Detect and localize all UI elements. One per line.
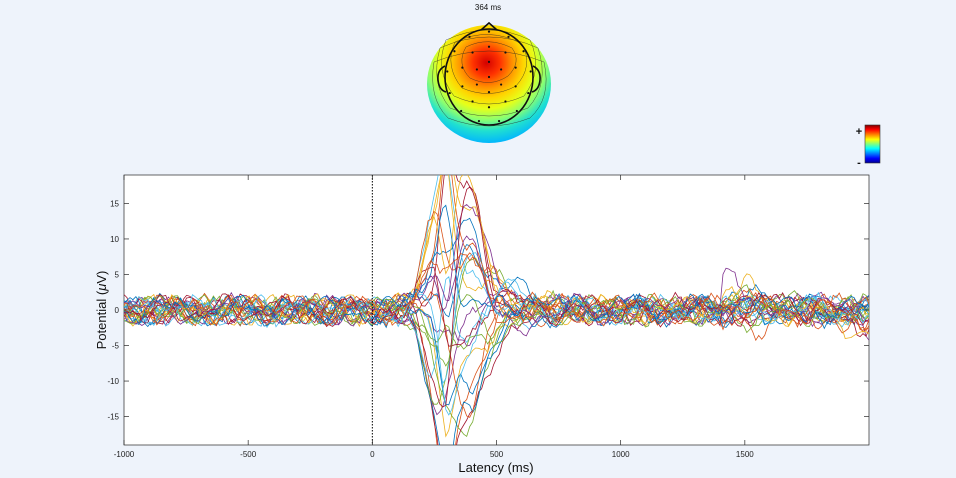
electrode-markers: [446, 30, 532, 123]
colorbar: + -: [856, 124, 881, 169]
channel-traces: [124, 175, 869, 445]
electrode-marker: [448, 91, 451, 95]
axis-ticks: -1000 -500 0 500 1000 1500 -15 -10 -5 0 5 10 15: [107, 175, 869, 459]
electrode-marker: [461, 66, 464, 69]
channel-trace: [124, 235, 869, 337]
electrode-marker: [515, 109, 518, 113]
colorbar-gradient: [864, 124, 881, 164]
electrode-marker: [475, 83, 478, 86]
channel-trace: [124, 293, 869, 406]
channel-trace: [124, 204, 869, 325]
electrode-marker: [507, 35, 510, 38]
electrode-marker: [500, 83, 503, 86]
channel-trace: [124, 217, 869, 329]
electrode-marker: [477, 119, 481, 123]
electrode-marker: [527, 91, 530, 95]
electrode-marker: [475, 68, 478, 71]
channel-trace: [124, 186, 869, 408]
x-tick-label: 1000: [612, 450, 630, 459]
electrode-marker: [487, 91, 491, 94]
channel-trace: [124, 252, 869, 331]
electrode-marker: [471, 51, 474, 54]
electrode-marker: [461, 85, 464, 88]
electrode-marker: [529, 70, 532, 73]
electrode-marker: [460, 109, 463, 113]
electrode-marker: [453, 50, 456, 53]
electrode-marker: [487, 30, 491, 33]
y-tick-label: -15: [107, 413, 119, 422]
channel-trace: [124, 252, 869, 385]
electrode-marker: [487, 60, 491, 63]
electrode-marker: [514, 66, 517, 69]
y-tick-label: 10: [110, 235, 119, 244]
electrode-marker: [514, 85, 517, 88]
electrode-marker: [504, 100, 507, 103]
electrode-marker: [468, 35, 471, 38]
x-tick-label: 1500: [736, 450, 754, 459]
y-tick-label: -5: [112, 342, 120, 351]
channel-trace: [124, 281, 869, 416]
channel-trace: [124, 175, 869, 327]
electrode-marker: [487, 45, 491, 48]
erp-butterfly-plot: -1000 -500 0 500 1000 1500 -15 -10 -5 0 5 10 15 Late…: [94, 174, 870, 475]
electrode-marker: [504, 51, 507, 54]
x-tick-label: -500: [240, 450, 257, 459]
electrode-marker: [471, 100, 474, 103]
y-tick-label: 5: [115, 270, 120, 279]
colorbar-min-label: -: [857, 157, 861, 169]
channel-trace: [124, 292, 869, 416]
scalp-topography-map: 364 ms: [427, 3, 551, 143]
y-tick-label: 15: [110, 199, 119, 208]
electrode-marker: [446, 70, 449, 73]
x-tick-label: -1000: [114, 450, 135, 459]
colorbar-max-label: +: [856, 126, 862, 138]
y-tick-label: -10: [107, 377, 119, 386]
electrode-marker: [487, 106, 491, 109]
electrode-marker: [487, 75, 491, 79]
nose-outline: [480, 21, 498, 31]
channel-trace: [124, 210, 869, 334]
topo-latency-title: 364 ms: [475, 3, 501, 12]
channel-trace: [124, 284, 869, 367]
left-ear-outline: [437, 65, 447, 93]
head-outline: [437, 21, 541, 126]
right-ear-outline: [531, 65, 541, 93]
x-tick-label: 500: [490, 450, 504, 459]
x-axis-label: Latency (ms): [458, 460, 533, 475]
electrode-marker: [497, 119, 501, 123]
electrode-marker: [522, 50, 525, 53]
electrode-marker: [500, 68, 503, 71]
x-tick-label: 0: [370, 450, 375, 459]
y-axis-label: Potential (μV): [94, 271, 109, 350]
y-tick-label: 0: [115, 306, 120, 315]
